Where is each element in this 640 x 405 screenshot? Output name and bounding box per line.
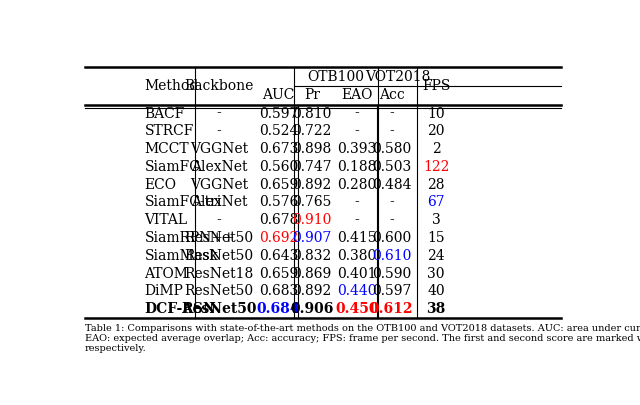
Text: Acc: Acc bbox=[379, 88, 404, 102]
Text: AlexNet: AlexNet bbox=[191, 196, 247, 209]
Text: BACF: BACF bbox=[145, 107, 185, 121]
Text: 0.576: 0.576 bbox=[259, 196, 298, 209]
Text: 0.765: 0.765 bbox=[292, 196, 332, 209]
Text: 0.832: 0.832 bbox=[292, 249, 332, 263]
Text: VGGNet: VGGNet bbox=[190, 142, 248, 156]
Text: 0.692: 0.692 bbox=[259, 231, 298, 245]
Text: -: - bbox=[355, 107, 359, 121]
Text: 0.450: 0.450 bbox=[335, 302, 378, 316]
Text: SiamRPN++: SiamRPN++ bbox=[145, 231, 235, 245]
Text: -: - bbox=[389, 124, 394, 139]
Text: ResNet50: ResNet50 bbox=[181, 302, 257, 316]
Text: Method: Method bbox=[145, 79, 199, 93]
Text: DCF-ASN: DCF-ASN bbox=[145, 302, 216, 316]
Text: Backbone: Backbone bbox=[184, 79, 253, 93]
Text: FPS: FPS bbox=[422, 79, 451, 93]
Text: -: - bbox=[216, 124, 221, 139]
Text: ResNet50: ResNet50 bbox=[184, 249, 253, 263]
Text: 0.683: 0.683 bbox=[259, 284, 298, 298]
Text: 0.869: 0.869 bbox=[292, 266, 332, 281]
Text: 28: 28 bbox=[428, 178, 445, 192]
Text: 0.393: 0.393 bbox=[337, 142, 376, 156]
Text: -: - bbox=[389, 213, 394, 227]
Text: Pr: Pr bbox=[304, 88, 320, 102]
Text: 0.659: 0.659 bbox=[259, 266, 298, 281]
Text: VITAL: VITAL bbox=[145, 213, 188, 227]
Text: 10: 10 bbox=[428, 107, 445, 121]
Text: 0.524: 0.524 bbox=[259, 124, 298, 139]
Text: 67: 67 bbox=[428, 196, 445, 209]
Text: 0.600: 0.600 bbox=[372, 231, 411, 245]
Text: -: - bbox=[216, 107, 221, 121]
Text: 0.610: 0.610 bbox=[372, 249, 411, 263]
Text: 0.678: 0.678 bbox=[259, 213, 298, 227]
Text: AlexNet: AlexNet bbox=[191, 160, 247, 174]
Text: 0.684: 0.684 bbox=[257, 302, 300, 316]
Text: EAO: EAO bbox=[341, 88, 372, 102]
Text: ECO: ECO bbox=[145, 178, 177, 192]
Text: 0.612: 0.612 bbox=[370, 302, 413, 316]
Text: 0.597: 0.597 bbox=[259, 107, 298, 121]
Text: ATOM: ATOM bbox=[145, 266, 188, 281]
Text: 0.597: 0.597 bbox=[372, 284, 411, 298]
Text: 0.659: 0.659 bbox=[259, 178, 298, 192]
Text: 15: 15 bbox=[428, 231, 445, 245]
Text: 0.892: 0.892 bbox=[292, 178, 332, 192]
Text: SiamFC: SiamFC bbox=[145, 160, 200, 174]
Text: Table 1: Comparisons with state-of-the-art methods on the OTB100 and VOT2018 dat: Table 1: Comparisons with state-of-the-a… bbox=[85, 324, 640, 354]
Text: 0.484: 0.484 bbox=[372, 178, 412, 192]
Text: OTB100: OTB100 bbox=[307, 70, 364, 84]
Text: 0.810: 0.810 bbox=[292, 107, 332, 121]
Text: AUC: AUC bbox=[262, 88, 294, 102]
Text: 0.892: 0.892 bbox=[292, 284, 332, 298]
Text: VGGNet: VGGNet bbox=[190, 178, 248, 192]
Text: -: - bbox=[216, 213, 221, 227]
Text: 0.747: 0.747 bbox=[292, 160, 332, 174]
Text: 0.380: 0.380 bbox=[337, 249, 376, 263]
Text: 0.580: 0.580 bbox=[372, 142, 411, 156]
Text: -: - bbox=[355, 124, 359, 139]
Text: 0.415: 0.415 bbox=[337, 231, 376, 245]
Text: 122: 122 bbox=[423, 160, 449, 174]
Text: VOT2018: VOT2018 bbox=[365, 70, 430, 84]
Text: 0.440: 0.440 bbox=[337, 284, 376, 298]
Text: 0.560: 0.560 bbox=[259, 160, 298, 174]
Text: 0.188: 0.188 bbox=[337, 160, 376, 174]
Text: MCCT: MCCT bbox=[145, 142, 189, 156]
Text: 2: 2 bbox=[432, 142, 440, 156]
Text: -: - bbox=[389, 107, 394, 121]
Text: SiamMask: SiamMask bbox=[145, 249, 218, 263]
Text: STRCF: STRCF bbox=[145, 124, 194, 139]
Text: 0.910: 0.910 bbox=[292, 213, 332, 227]
Text: SiamFC-tri: SiamFC-tri bbox=[145, 196, 222, 209]
Text: 3: 3 bbox=[432, 213, 440, 227]
Text: 0.906: 0.906 bbox=[291, 302, 334, 316]
Text: 0.503: 0.503 bbox=[372, 160, 411, 174]
Text: 0.590: 0.590 bbox=[372, 266, 411, 281]
Text: ResNet50: ResNet50 bbox=[184, 231, 253, 245]
Text: DiMP: DiMP bbox=[145, 284, 183, 298]
Text: 40: 40 bbox=[428, 284, 445, 298]
Text: 0.643: 0.643 bbox=[259, 249, 298, 263]
Text: 20: 20 bbox=[428, 124, 445, 139]
Text: ResNet18: ResNet18 bbox=[184, 266, 253, 281]
Text: -: - bbox=[389, 196, 394, 209]
Text: 30: 30 bbox=[428, 266, 445, 281]
Text: 0.907: 0.907 bbox=[292, 231, 332, 245]
Text: ResNet50: ResNet50 bbox=[184, 284, 253, 298]
Text: -: - bbox=[355, 196, 359, 209]
Text: 0.401: 0.401 bbox=[337, 266, 376, 281]
Text: -: - bbox=[355, 213, 359, 227]
Text: 38: 38 bbox=[426, 302, 445, 316]
Text: 0.898: 0.898 bbox=[292, 142, 332, 156]
Text: 0.722: 0.722 bbox=[292, 124, 332, 139]
Text: 0.673: 0.673 bbox=[259, 142, 298, 156]
Text: 0.280: 0.280 bbox=[337, 178, 376, 192]
Text: 24: 24 bbox=[428, 249, 445, 263]
